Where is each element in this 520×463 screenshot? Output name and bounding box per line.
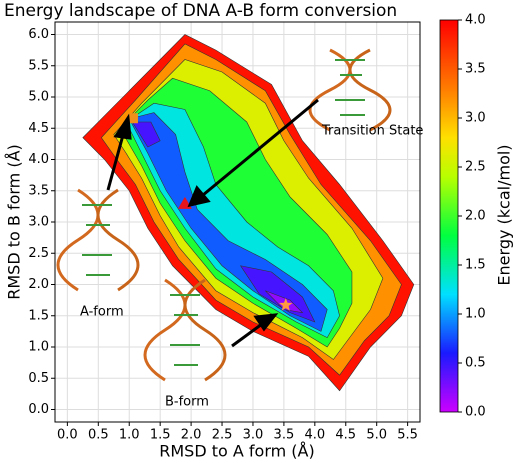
colorbar-tick-label: 4.0	[465, 13, 486, 28]
contour-region	[265, 290, 304, 314]
x-tick-label: 1.5	[150, 428, 171, 443]
x-tick-label: 1.0	[119, 428, 140, 443]
y-tick-label: 6.0	[28, 27, 49, 42]
x-tick-label: 3.0	[243, 428, 264, 443]
x-tick-label: 2.0	[181, 428, 202, 443]
y-tick-label: 4.0	[28, 152, 49, 167]
x-tick-label: 0.5	[88, 428, 109, 443]
y-tick-label: 4.5	[28, 121, 49, 136]
colorbar-tick-label: 1.5	[465, 258, 486, 273]
y-tick-label: 1.5	[28, 308, 49, 323]
x-tick-label: 5.5	[397, 428, 418, 443]
x-tick-label: 2.5	[212, 428, 233, 443]
colorbar-tick-label: 3.0	[465, 111, 486, 126]
colorbar-tick-label: 1.0	[465, 307, 486, 322]
colorbar-tick-label: 0.0	[465, 405, 486, 420]
y-tick-label: 5.5	[28, 58, 49, 73]
annotation: B-form	[165, 395, 209, 410]
x-tick-label: 4.0	[304, 428, 325, 443]
colorbar-tick-label: 2.0	[465, 209, 486, 224]
y-tick-label: 3.5	[28, 183, 49, 198]
annotation: A-form	[80, 305, 124, 320]
y-axis-label: RMSD to B form (Å)	[5, 144, 24, 300]
x-tick-label: 3.5	[274, 428, 295, 443]
x-tick-label: 0.0	[57, 428, 78, 443]
y-tick-label: 3.0	[28, 215, 49, 230]
annotation: Transition State	[321, 124, 423, 139]
y-tick-label: 2.5	[28, 246, 49, 261]
colorbar	[439, 19, 459, 413]
x-tick-label: 4.5	[335, 428, 356, 443]
x-tick-label: 5.0	[366, 428, 387, 443]
y-tick-label: 2.0	[28, 277, 49, 292]
colorbar-tick-label: 2.5	[465, 160, 486, 175]
y-tick-label: 1.0	[28, 340, 49, 355]
arrows	[106, 98, 319, 348]
marker	[279, 298, 293, 311]
colorbar-tick-label: 0.5	[465, 356, 486, 371]
marker	[127, 113, 138, 124]
colorbar-label: Energy (kcal/mol)	[495, 144, 514, 285]
chart-title: Energy landscape of DNA A-B form convers…	[4, 1, 397, 21]
colorbar-tick-label: 3.5	[465, 62, 486, 77]
y-tick-label: 0.0	[28, 402, 49, 417]
contour-region	[131, 121, 161, 148]
x-axis-label: RMSD to A form (Å)	[159, 442, 314, 461]
y-tick-label: 0.5	[28, 371, 49, 386]
y-tick-label: 5.0	[28, 90, 49, 105]
dna-helices	[56, 48, 392, 382]
